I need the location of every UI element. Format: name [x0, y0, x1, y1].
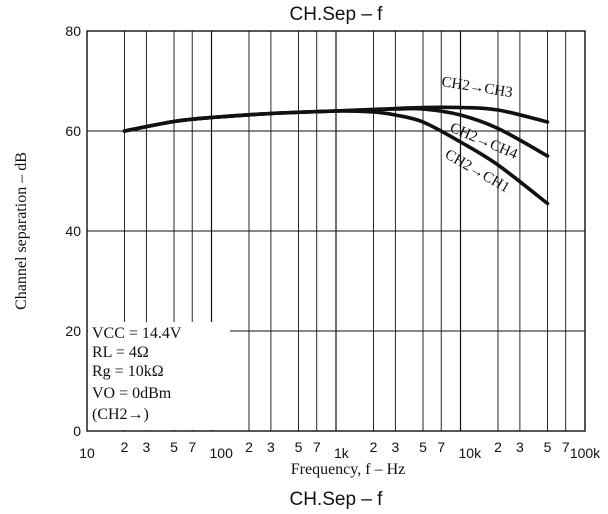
footer-title: CH.Sep – f	[290, 489, 384, 510]
x-axis-label: Frequency, f – Hz	[291, 461, 405, 478]
x-tick-label-6: 2	[245, 439, 253, 455]
x-tick-label-7: 3	[267, 439, 275, 455]
x-tick-label-19: 7	[562, 439, 570, 455]
y-tick-label-0: 0	[73, 423, 81, 439]
test-conditions-box: VCC = 14.4V RL = 4Ω Rg = 10kΩ VO = 0dBm …	[88, 322, 230, 430]
condition-rl: RL = 4Ω	[92, 344, 149, 361]
condition-channel: (CH2→)	[92, 406, 149, 423]
y-axis-ticks: 0 20 40 60 80	[65, 23, 81, 439]
x-axis-ticks: 10 2 3 5 7 100 2 3 5 7 1k 2 3 5 7 10k 2 3 5 7 100k	[79, 439, 601, 461]
y-axis-label: Channel separation – dB	[13, 152, 30, 310]
x-tick-label-11: 2	[370, 439, 378, 455]
x-tick-label-13: 5	[419, 439, 427, 455]
plot-area	[86, 30, 586, 432]
x-tick-label-14: 7	[437, 439, 445, 455]
condition-rg: Rg = 10kΩ	[92, 363, 164, 380]
x-tick-label-12: 3	[392, 439, 400, 455]
y-tick-label-1: 20	[65, 323, 81, 339]
x-tick-label-17: 3	[516, 439, 524, 455]
condition-vcc: VCC = 14.4V	[92, 325, 182, 342]
x-tick-label-2: 3	[143, 439, 151, 455]
x-tick-label-0: 10	[79, 445, 95, 461]
y-tick-label-3: 60	[65, 123, 81, 139]
y-tick-label-4: 80	[65, 23, 81, 39]
y-tick-label-2: 40	[65, 223, 81, 239]
x-tick-label-16: 2	[494, 439, 502, 455]
series-group	[122, 105, 550, 206]
x-tick-label-4: 7	[188, 439, 196, 455]
x-tick-label-15: 10k	[459, 445, 483, 461]
x-tick-label-8: 5	[295, 439, 303, 455]
series-line-2	[122, 109, 550, 206]
x-tick-label-9: 7	[313, 439, 321, 455]
plot-frame	[86, 30, 586, 432]
conditions-background	[88, 322, 230, 430]
x-tick-label-3: 5	[170, 439, 178, 455]
x-tick-label-1: 2	[121, 439, 129, 455]
x-tick-label-20: 100k	[570, 445, 601, 461]
condition-vo: VO = 0dBm	[92, 385, 172, 402]
x-tick-label-18: 5	[544, 439, 552, 455]
x-tick-label-10: 1k	[334, 445, 350, 461]
chart-title: CH.Sep – f	[290, 4, 384, 25]
x-tick-label-5: 100	[210, 445, 234, 461]
series-label-ch2-ch3: CH2→CH3	[440, 74, 513, 101]
